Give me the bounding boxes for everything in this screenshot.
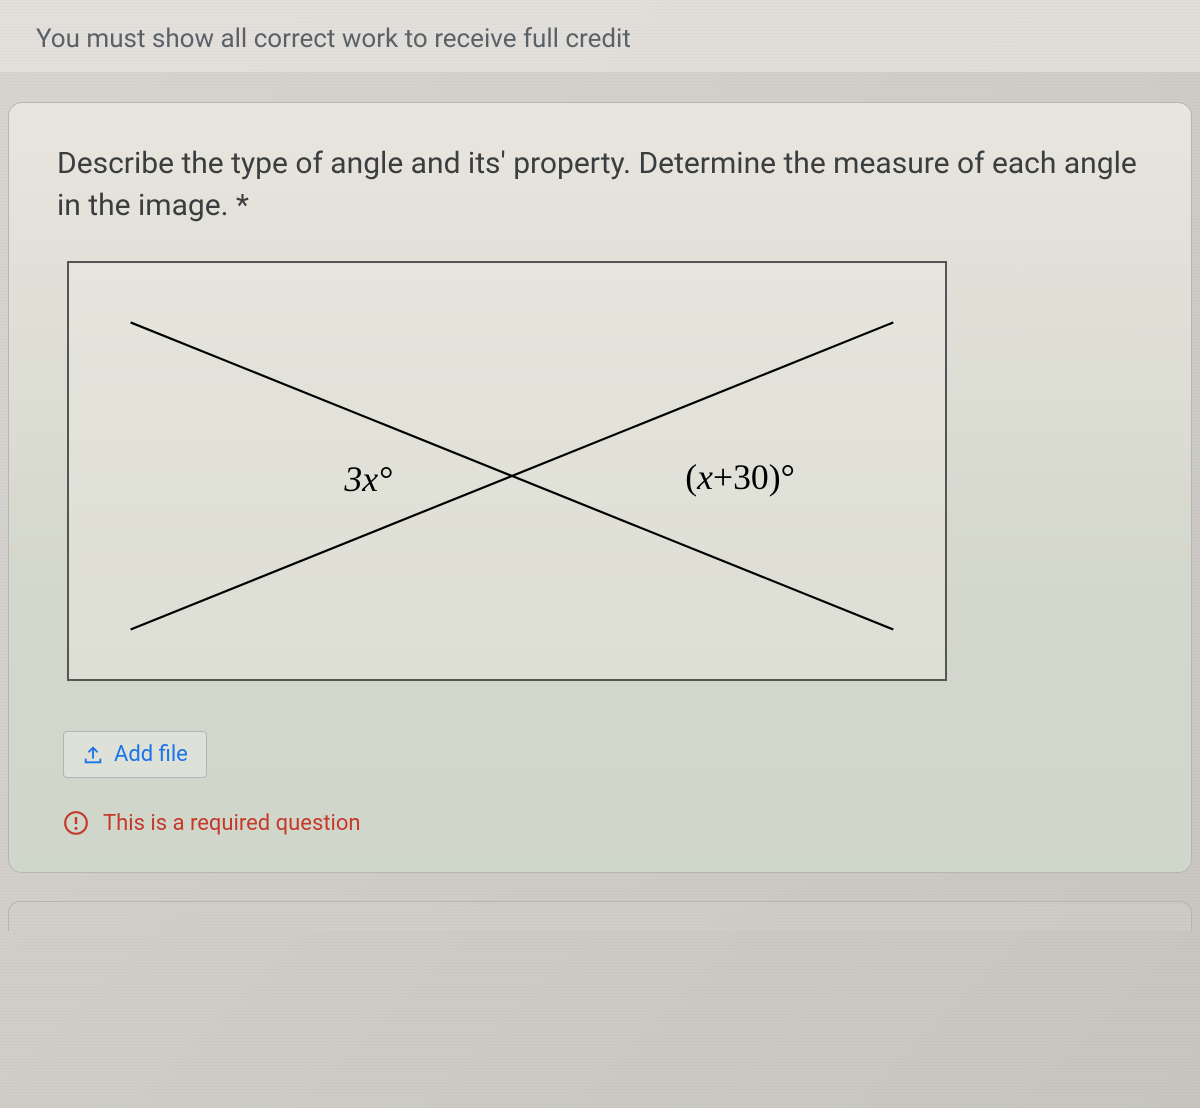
angle-label-right: (x+30)° — [685, 457, 795, 497]
warning-icon — [63, 810, 89, 836]
angle-label-left: 3x° — [343, 459, 392, 499]
question-text-content: Describe the type of angle and its' prop… — [57, 146, 1137, 223]
add-file-label: Add file — [114, 742, 188, 767]
question-figure: 3x° (x+30)° — [67, 261, 947, 681]
next-card-top — [8, 901, 1192, 931]
add-file-button[interactable]: Add file — [63, 731, 207, 778]
upload-icon — [82, 744, 104, 766]
warning-text: This is a required question — [103, 811, 361, 836]
form-instruction: You must show all correct work to receiv… — [0, 0, 1200, 72]
required-asterisk: * — [229, 188, 249, 223]
required-warning: This is a required question — [63, 810, 1143, 836]
question-card: Describe the type of angle and its' prop… — [8, 102, 1192, 873]
question-title: Describe the type of angle and its' prop… — [57, 143, 1143, 227]
figure-svg: 3x° (x+30)° — [69, 263, 945, 679]
